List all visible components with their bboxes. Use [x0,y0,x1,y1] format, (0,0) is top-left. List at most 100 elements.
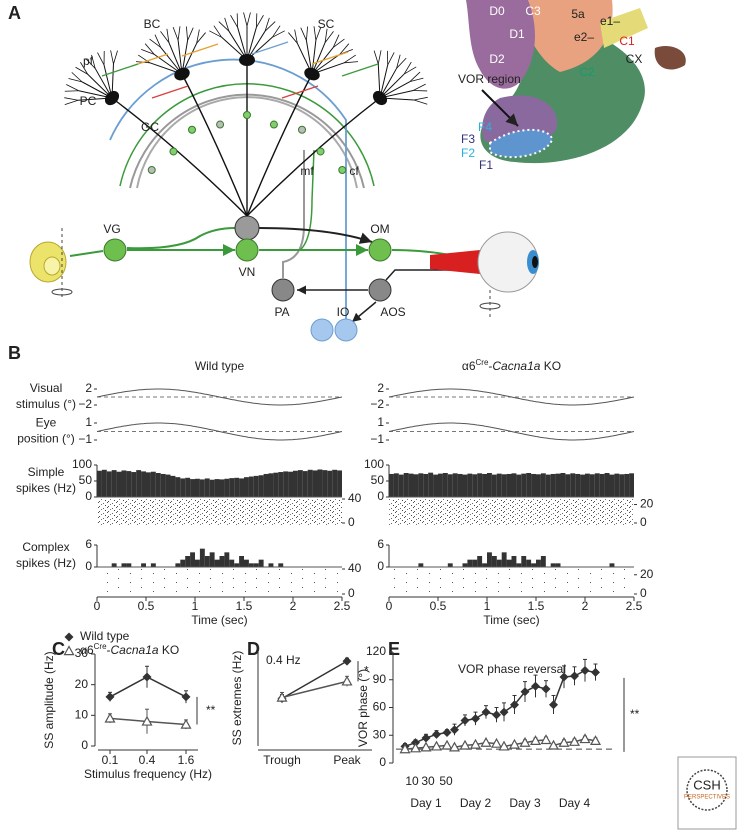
y-tick-label: 100 [72,457,92,471]
dendrite [333,38,345,48]
histogram-bar [609,563,615,567]
inset-label: D1 [509,27,525,41]
dendrite [64,90,79,92]
text-part: Cacna1a [492,359,540,373]
marker [64,632,74,642]
dendrite [209,30,222,38]
dendrite [224,17,230,32]
inset-label: C3 [525,4,541,18]
axon [181,73,248,217]
raster-tick-label: 0 [640,586,647,600]
histogram-bar [526,473,532,497]
histogram-bar [150,471,156,497]
marker [430,740,443,751]
marker [508,738,521,749]
dendrite [377,50,382,65]
x-tick-label: 1.5 [528,599,545,613]
marker [409,742,422,753]
histogram-bar [214,559,220,567]
dendrite [294,29,298,44]
panel-label: A [8,3,21,23]
dendrite [91,54,96,69]
histogram-bar [599,473,605,497]
dendrite [196,32,206,44]
row-label: Visual [30,381,62,395]
dendrite [71,72,83,83]
histogram-bar [297,470,303,497]
dendrite [324,31,334,43]
inset-label: F1 [479,158,493,172]
histogram-bar [258,475,264,497]
series-line [281,680,348,699]
marker [547,739,560,750]
trace [96,388,343,406]
marker [568,735,581,746]
dendrite [172,27,179,41]
dendrite [344,61,359,64]
histogram-bar [565,474,571,497]
granule-cell [316,147,325,156]
y-tick-label: 30 [75,646,89,660]
trace [96,422,343,441]
y-tick-label: 90 [373,672,387,686]
histogram-bar [337,470,342,497]
logo: CSH PERSPECTIVES [677,756,737,830]
inset-brain [466,0,686,164]
dendrite [264,21,276,32]
inset-label: F2 [461,146,475,160]
interneuron [281,85,319,99]
histogram-bar [146,472,151,497]
text-part: KO [159,643,180,657]
histogram-bar [393,473,399,497]
histogram-bar [131,472,137,497]
x-tick-label: 2 [582,599,589,613]
dendrite [113,50,118,65]
panel-label: D [247,639,260,659]
y-tick-label: 6 [85,537,92,551]
interneuron [101,63,139,77]
histogram-bar [101,469,107,497]
histogram-bar [116,471,122,497]
y-tick-label: 2 [85,381,92,395]
row-label: Eye [36,416,57,430]
x-tick-label: Peak [333,753,361,767]
histogram-bar [447,474,453,497]
y-tick-label: 120 [366,644,386,658]
marker [105,692,115,702]
histogram-bar [106,471,112,497]
marker [520,687,530,697]
marker [432,729,441,739]
histogram-bar [253,563,259,567]
column-title: α6Cre-Cacna1a KO [462,358,561,374]
panel-label: E [388,639,400,659]
raster-tick-label: 20 [640,497,654,511]
panel-label: B [8,343,21,363]
diagram-label: mf [300,164,314,178]
marker [459,739,471,750]
diagram-label: pf [83,54,94,68]
dendrite [64,99,79,105]
histogram-bar [239,478,244,497]
histogram-bar [491,556,497,567]
histogram-bar [496,473,502,497]
y-axis-label: SS extremes (Hz) [230,651,244,746]
significance: * [364,663,369,677]
histogram-bar [141,471,146,497]
histogram-bar [214,479,220,497]
histogram-bar [170,475,176,497]
text-part: Cre [94,642,107,651]
y-tick-label: 0 [377,559,384,573]
marker [579,733,591,744]
y-tick-label: −1 [78,432,92,446]
dendrite [186,26,188,41]
marker [441,739,453,750]
histogram-bar [398,474,404,497]
dendrite [230,15,238,28]
histogram-bar [190,552,195,567]
histogram-bar [477,473,483,497]
x-tick-label: 1 [192,599,199,613]
histogram-bar [248,476,254,497]
diagram-label: cf [349,164,359,178]
group-label: Day 1 [410,796,442,810]
dendrite [373,50,379,65]
